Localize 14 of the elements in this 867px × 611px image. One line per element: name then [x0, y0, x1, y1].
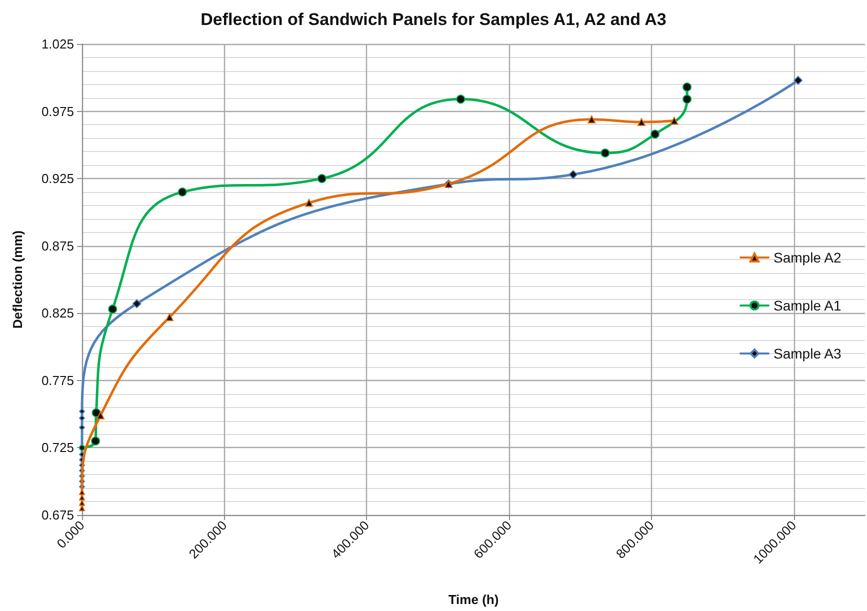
y-tick-label: 0.875 — [41, 238, 74, 254]
x-axis-title: Time (h) — [448, 592, 499, 607]
y-tick-label: 0.825 — [41, 306, 74, 321]
y-tick-label: 1.025 — [41, 36, 74, 52]
y-axis-title: Deflection (mm) — [10, 230, 25, 329]
y-tick-label: 0.725 — [41, 440, 74, 456]
legend-label: Sample A1 — [774, 298, 842, 314]
legend-label: Sample A2 — [774, 250, 842, 266]
chart-title: Deflection of Sandwich Panels for Samples A1, A2 and A3 — [200, 10, 666, 29]
y-tick-label: 0.975 — [41, 104, 74, 119]
y-tick-label: 0.925 — [41, 171, 74, 186]
y-tick-label: 0.775 — [41, 372, 74, 388]
y-tick-label: 0.675 — [41, 508, 74, 522]
legend-label: Sample A3 — [774, 346, 842, 362]
